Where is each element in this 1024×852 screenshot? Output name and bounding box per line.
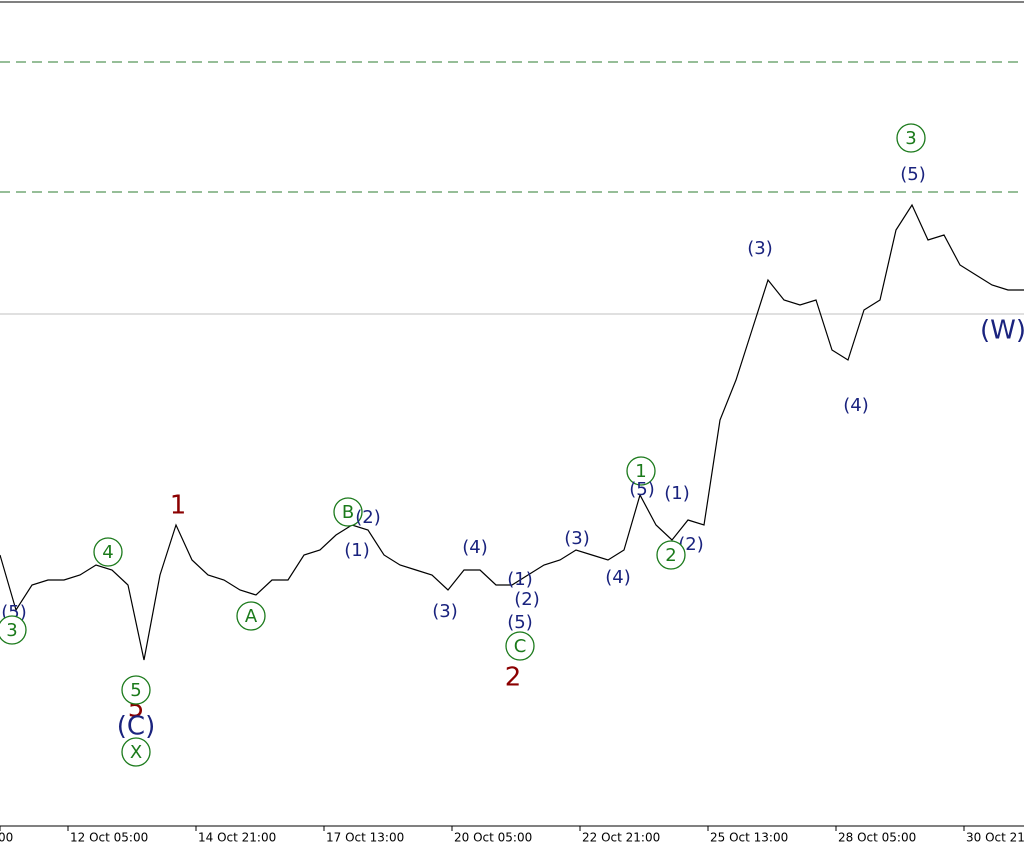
- wave-label: (1): [507, 569, 533, 590]
- wave-label: (2): [355, 507, 381, 528]
- wave-label: B: [342, 502, 354, 523]
- wave-label: (1): [664, 483, 690, 504]
- wave-label: 3: [6, 620, 17, 641]
- wave-label: (4): [605, 567, 631, 588]
- wave-label: 3: [905, 128, 916, 149]
- wave-label: (C): [117, 712, 155, 742]
- wave-circle: [656, 540, 686, 570]
- wave-circle: [896, 123, 926, 153]
- wave-circle: [505, 631, 535, 661]
- wave-circle: [333, 497, 363, 527]
- wave-label: (4): [462, 537, 488, 558]
- wave-label: (3): [432, 601, 458, 622]
- wave-circle: [236, 601, 266, 631]
- wave-circle: [626, 456, 656, 486]
- wave-circle: [93, 537, 123, 567]
- wave-label: 2: [505, 663, 522, 693]
- wave-label: (4): [843, 395, 869, 416]
- wave-label: 1: [635, 461, 646, 482]
- wave-label: (W): [980, 316, 1024, 346]
- wave-label: (3): [564, 528, 590, 549]
- wave-label: (1): [344, 540, 370, 561]
- x-tick-label: 25 Oct 13:00: [710, 831, 788, 845]
- wave-circle: [121, 675, 151, 705]
- x-tick-label: 17 Oct 13:00: [326, 831, 404, 845]
- wave-label: A: [245, 606, 258, 627]
- x-tick-label: 12 Oct 05:00: [70, 831, 148, 845]
- wave-circle: [121, 737, 151, 767]
- wave-label: 2: [665, 545, 676, 566]
- x-tick-label: 30 Oct 21:00: [966, 831, 1024, 845]
- wave-label: (5): [900, 164, 926, 185]
- wave-circle: [0, 615, 27, 645]
- x-tick-label: 22 Oct 21:00: [582, 831, 660, 845]
- x-tick-label: 14 Oct 21:00: [198, 831, 276, 845]
- wave-label: X: [130, 742, 142, 763]
- price-line: [0, 203, 1024, 661]
- wave-label: 1: [170, 491, 187, 521]
- wave-label: C: [514, 636, 527, 657]
- x-tick-label: 20 Oct 05:00: [454, 831, 532, 845]
- wave-label: 4: [102, 542, 113, 563]
- x-tick-label: 00: [0, 831, 13, 845]
- wave-label: (5): [629, 479, 655, 500]
- wave-label: (3): [747, 238, 773, 259]
- x-tick-label: 28 Oct 05:00: [838, 831, 916, 845]
- wave-label: 5: [130, 680, 141, 701]
- wave-label: (5): [507, 612, 533, 633]
- wave-label: (2): [514, 589, 540, 610]
